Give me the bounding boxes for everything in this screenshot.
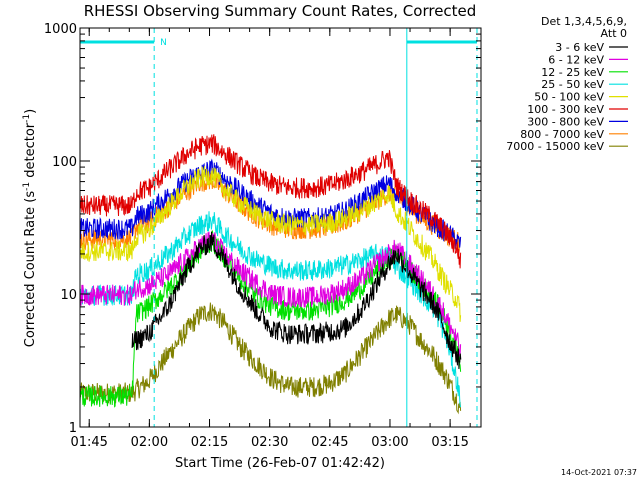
legend-header-line: Det 1,3,4,5,6,9, [541,15,627,28]
y-tick-label: 10 [60,288,77,303]
legend-label: 7000 - 15000 keV [506,140,604,153]
x-tick-label: 02:15 [191,435,228,450]
x-tick-label: 01:45 [70,435,107,450]
y-axis: 1 10 100 1000 [44,22,481,436]
series-line [79,158,462,250]
x-tick-label: 02:45 [311,435,348,450]
legend-label: 100 - 300 keV [527,103,604,116]
series-line [79,166,462,322]
series-line [79,134,462,269]
x-tick-label: 03:00 [371,435,408,450]
legend-label: 300 - 800 keV [527,115,604,128]
y-axis-label-exponent: -1 [22,114,32,123]
x-tick-label: 02:30 [251,435,288,450]
plot-frame [79,27,482,428]
chart-title: RHESSI Observing Summary Count Rates, Co… [84,2,477,20]
x-tick-label: 02:00 [131,435,168,450]
series-line [79,211,462,408]
y-axis-label-part: ) [23,109,38,114]
legend-label: 25 - 50 keV [541,78,604,91]
series-line [79,231,462,357]
timestamp: 14-Oct-2021 07:37 [561,468,637,477]
y-axis-label-part: detector [23,122,38,182]
series-line [79,302,462,415]
y-axis-label-exponent: -1 [22,182,32,191]
series-line [131,231,462,370]
x-axis: 01:45 02:00 02:15 02:30 02:45 03:00 03:15 [70,28,471,450]
x-axis-label: Start Time (26-Feb-07 01:42:42) [175,456,385,471]
y-tick-label: 1000 [44,22,77,37]
y-axis-label: Corrected Count Rate (s-1 detector-1) [22,109,38,347]
legend-label: 6 - 12 keV [548,53,604,66]
x-tick-label: 03:15 [431,435,468,450]
legend-header-line: Att 0 [601,27,627,40]
y-axis-label-part: Corrected Count Rate (s [23,191,38,348]
legend-label: 12 - 25 keV [541,66,604,79]
night-annotation: N [160,38,167,48]
legend-label: 3 - 6 keV [555,41,604,54]
series-line [79,230,462,408]
y-tick-label: 1 [69,421,77,436]
legend-label: 50 - 100 keV [534,91,604,104]
y-tick-label: 100 [52,155,77,170]
legend-label: 800 - 7000 keV [520,128,604,141]
plot-area: N [79,28,478,427]
